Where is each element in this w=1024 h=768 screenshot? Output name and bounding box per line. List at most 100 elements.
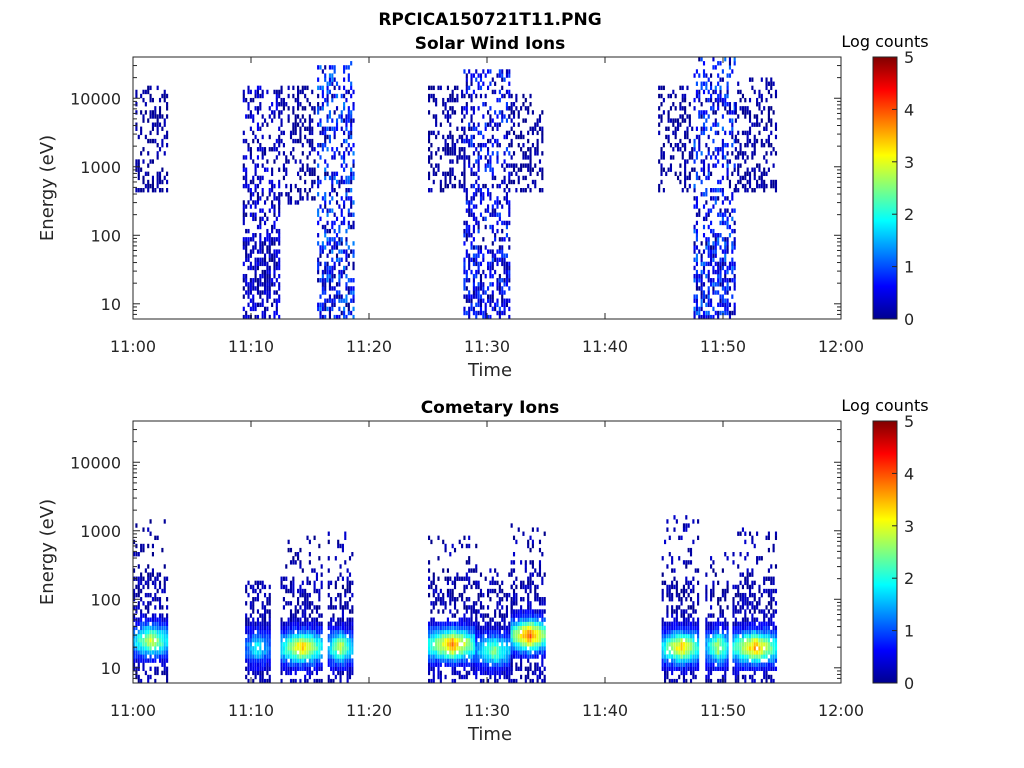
heatmap-cell <box>668 650 671 655</box>
heatmap-cell <box>512 609 516 614</box>
heatmap-cell <box>487 69 490 74</box>
heatmap-cell <box>679 138 682 144</box>
heatmap-cell <box>261 134 264 140</box>
heatmap-cell <box>163 646 166 651</box>
heatmap-cell <box>508 237 511 242</box>
heatmap-cell <box>137 552 140 557</box>
heatmap-cell <box>263 282 267 287</box>
heatmap-cell <box>154 106 157 111</box>
heatmap-cell <box>468 228 471 234</box>
heatmap-cell <box>449 601 452 606</box>
heatmap-cell <box>266 294 269 299</box>
heatmap-cell <box>261 147 264 152</box>
heatmap-cell <box>268 674 271 680</box>
heatmap-cell <box>666 519 669 524</box>
heatmap-cell <box>489 155 492 160</box>
heatmap-cell <box>133 633 136 639</box>
heatmap-cell <box>339 633 342 639</box>
heatmap-cell <box>538 670 542 676</box>
heatmap-cell <box>326 306 329 312</box>
heatmap-cell <box>680 613 683 618</box>
heatmap-cell <box>345 138 348 144</box>
heatmap-cell <box>503 188 506 193</box>
heatmap-cell <box>717 273 720 279</box>
heatmap-cell <box>463 282 466 287</box>
heatmap-cell <box>268 294 271 299</box>
heatmap-cell <box>275 249 278 254</box>
heatmap-cell <box>338 290 341 295</box>
heatmap-cell <box>263 584 267 590</box>
heatmap-cell <box>344 629 347 635</box>
heatmap-cell <box>529 163 532 168</box>
heatmap-cell <box>333 273 336 279</box>
heatmap-cell <box>529 654 532 659</box>
heatmap-cell <box>259 629 262 635</box>
heatmap-cell <box>712 306 715 312</box>
heatmap-cell <box>256 261 260 267</box>
heatmap-cell <box>292 621 295 626</box>
heatmap-cell <box>268 269 271 275</box>
heatmap-cell <box>451 678 454 683</box>
heatmap-cell <box>463 155 466 160</box>
heatmap-cell <box>149 130 152 136</box>
heatmap-cell <box>249 179 252 185</box>
heatmap-cell <box>289 617 293 622</box>
heatmap-cell <box>717 130 720 136</box>
heatmap-cell <box>531 613 534 618</box>
heatmap-cell <box>430 93 433 99</box>
heatmap-cell <box>503 290 506 295</box>
heatmap-cell <box>350 204 353 209</box>
heatmap-cell <box>719 302 722 308</box>
heatmap-cell <box>748 126 752 131</box>
heatmap-cell <box>666 637 669 643</box>
heatmap-cell <box>510 609 513 614</box>
heatmap-cell <box>505 183 508 189</box>
heatmap-cell <box>765 97 768 103</box>
heatmap-cell <box>245 654 248 659</box>
heatmap-cell <box>318 646 321 651</box>
heatmap-cell <box>666 646 669 651</box>
heatmap-cell <box>470 196 473 201</box>
heatmap-cell <box>338 183 341 189</box>
heatmap-cell <box>520 134 523 140</box>
heatmap-cell <box>675 658 678 663</box>
heatmap-cell <box>678 625 681 631</box>
heatmap-cell <box>311 126 314 131</box>
heatmap-cell <box>261 314 264 319</box>
heatmap-cell <box>734 118 737 123</box>
heatmap-cell <box>680 601 683 606</box>
heatmap-cell <box>268 658 271 663</box>
heatmap-cell <box>446 183 449 189</box>
heatmap-cell <box>661 646 664 651</box>
heatmap-cell <box>135 625 138 631</box>
heatmap-cell <box>693 106 696 111</box>
heatmap-cell <box>254 273 257 279</box>
heatmap-cell <box>536 171 539 177</box>
heatmap-cell <box>282 642 285 647</box>
heatmap-cell <box>318 637 321 643</box>
heatmap-cell <box>522 93 525 99</box>
heatmap-cell <box>135 633 138 639</box>
heatmap-cell <box>463 601 466 606</box>
heatmap-cell <box>508 179 511 185</box>
heatmap-cell <box>489 642 492 647</box>
heatmap-cell <box>726 216 729 222</box>
heatmap-cell <box>166 179 169 185</box>
heatmap-cell <box>468 261 471 267</box>
heatmap-cell <box>326 241 329 246</box>
heatmap-cell <box>496 298 499 303</box>
heatmap-cell <box>470 233 473 238</box>
heatmap-cell <box>693 97 696 103</box>
heatmap-cell <box>494 625 497 631</box>
heatmap-cell <box>140 126 143 131</box>
heatmap-cell <box>299 138 302 144</box>
heatmap-cell <box>524 674 527 680</box>
heatmap-cell <box>142 637 145 643</box>
heatmap-cell <box>541 552 544 557</box>
heatmap-cell <box>524 666 527 672</box>
heatmap-cell <box>294 613 297 618</box>
heatmap-cell <box>252 670 255 676</box>
heatmap-cell <box>468 625 471 631</box>
heatmap-cell <box>491 650 494 655</box>
heatmap-cell <box>698 89 701 95</box>
